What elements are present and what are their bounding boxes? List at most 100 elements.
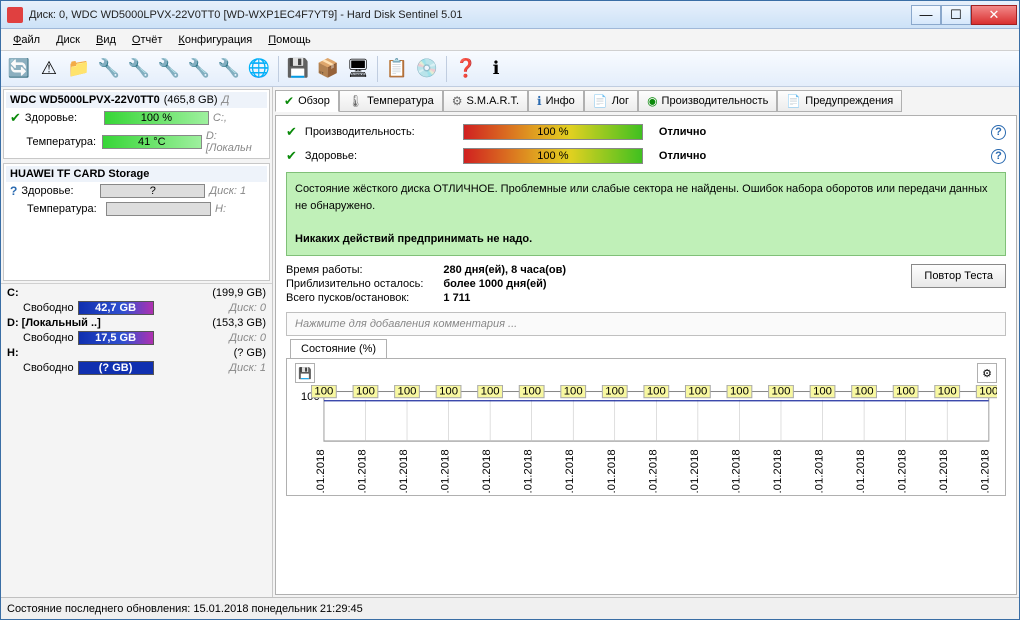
toolbar-button[interactable]: ⚠	[35, 55, 63, 83]
svg-text:100: 100	[439, 386, 458, 398]
app-icon	[7, 7, 23, 23]
toolbar-separator	[278, 56, 279, 82]
tab-температура[interactable]: 🌡Температура	[339, 90, 443, 112]
svg-text:03.01.2018: 03.01.2018	[481, 449, 493, 493]
toolbar-button[interactable]: 🖥	[344, 55, 372, 83]
save-chart-icon[interactable]: 💾	[295, 363, 315, 383]
chart-tab[interactable]: Состояние (%)	[290, 339, 387, 358]
drive-size: (? GB)	[234, 347, 266, 359]
svg-text:100: 100	[896, 386, 915, 398]
svg-text:08.01.2018: 08.01.2018	[689, 449, 701, 493]
toolbar-icon: 🌐	[248, 58, 270, 79]
toolbar-button[interactable]: 🌐	[245, 55, 273, 83]
toolbar-icon: 🔧	[128, 58, 150, 79]
svg-text:01.01.2018: 01.01.2018	[398, 449, 410, 493]
disk1-health-label: Здоровье:	[21, 185, 96, 197]
menu-отчёт[interactable]: Отчёт	[124, 31, 171, 49]
disk1-header: HUAWEI TF CARD Storage	[6, 166, 267, 182]
close-button[interactable]: ✕	[971, 5, 1017, 25]
drive-header[interactable]: D: [Локальный ..](153,3 GB)	[3, 316, 270, 330]
disk1-temp-bar	[106, 202, 211, 216]
main-panel: ✔Обзор🌡Температура⚙S.M.A.R.T.ℹИнфо 📄 Лог ◉П…	[273, 87, 1019, 597]
disk1-health-letter: Диск: 1	[209, 185, 246, 197]
disk0-temp-row: Температура: 41 °C D: [Локальн	[6, 128, 267, 156]
tab-предупреждения[interactable]: 📄Предупреждения	[777, 90, 902, 112]
menu-вид[interactable]: Вид	[88, 31, 124, 49]
tab-обзор[interactable]: ✔Обзор	[275, 90, 339, 112]
minimize-button[interactable]: —	[911, 5, 941, 25]
maximize-button[interactable]: ☐	[941, 5, 971, 25]
disk0-size: (465,8 GB)	[164, 94, 218, 106]
window-buttons: — ☐ ✕	[911, 5, 1017, 25]
svg-text:100: 100	[813, 386, 832, 398]
svg-text:100: 100	[647, 386, 666, 398]
drive-header[interactable]: H:(? GB)	[3, 346, 270, 360]
disk0-panel[interactable]: WDC WD5000LPVX-22V0TT0 (465,8 GB) Д ✔ Зд…	[3, 89, 270, 159]
toolbar-icon: 📋	[386, 58, 408, 79]
toolbar-button[interactable]: 🔧	[125, 55, 153, 83]
svg-text:100: 100	[314, 386, 333, 398]
svg-text:06.01.2018: 06.01.2018	[606, 449, 618, 493]
toolbar-button[interactable]: 📋	[383, 55, 411, 83]
tab-label: Температура	[367, 95, 434, 107]
drive-header[interactable]: C:(199,9 GB)	[3, 286, 270, 300]
comment-input[interactable]: Нажмите для добавления комментария ...	[286, 312, 1006, 336]
help-icon[interactable]: ?	[991, 149, 1006, 164]
repeat-test-button[interactable]: Повтор Теста	[911, 264, 1006, 288]
menu-диск[interactable]: Диск	[48, 31, 88, 49]
tab-s.m.a.r.t.[interactable]: ⚙S.M.A.R.T.	[443, 90, 528, 112]
svg-text:12.01.2018: 12.01.2018	[855, 449, 867, 493]
svg-text:100: 100	[730, 386, 749, 398]
tab-label: Лог	[612, 95, 629, 107]
statusbar-text: Состояние последнего обновления: 15.01.2…	[7, 603, 363, 615]
svg-text:100: 100	[979, 386, 997, 398]
toolbar-button[interactable]: 📦	[314, 55, 342, 83]
question-icon: ?	[10, 184, 17, 198]
chart-config-icon[interactable]: ⚙	[977, 363, 997, 383]
toolbar-button[interactable]: 🔧	[185, 55, 213, 83]
info-values: 280 дня(ей), 8 часа(ов) более 1000 дня(е…	[443, 264, 566, 304]
toolbar-button[interactable]: 🔧	[155, 55, 183, 83]
toolbar-button[interactable]: 🔧	[95, 55, 123, 83]
toolbar-button[interactable]: ℹ	[482, 55, 510, 83]
disk0-temp-label: Температура:	[26, 136, 97, 148]
help-icon[interactable]: ?	[991, 125, 1006, 140]
perf-status: Отлично	[659, 126, 706, 138]
disk0-temp-bar: 41 °C	[102, 135, 202, 149]
info-labels: Время работы: Приблизительно осталось: В…	[286, 264, 423, 304]
drive-free-label: Свободно	[23, 332, 74, 344]
tab-инфо[interactable]: ℹИнфо	[528, 90, 584, 112]
toolbar-button[interactable]: 📁	[65, 55, 93, 83]
disk1-panel[interactable]: HUAWEI TF CARD Storage ? Здоровье: ? Дис…	[3, 163, 270, 281]
tab-label: Предупреждения	[805, 95, 893, 107]
tab-icon: ⚙	[452, 94, 463, 108]
disk0-header: WDC WD5000LPVX-22V0TT0 (465,8 GB) Д	[6, 92, 267, 108]
svg-text:100: 100	[688, 386, 707, 398]
health-row: ✔ Здоровье: 100 % Отлично ?	[286, 148, 1006, 164]
disk0-health-row: ✔ Здоровье: 100 % C:,	[6, 108, 267, 128]
disk1-temp-letter: H:	[215, 203, 226, 215]
health-gauge: 100 %	[463, 148, 643, 164]
menu-файл[interactable]: Файл	[5, 31, 48, 49]
toolbar-button[interactable]: 💾	[284, 55, 312, 83]
menu-конфигурация[interactable]: Конфигурация	[170, 31, 260, 49]
disk1-temp-row: Температура: H:	[6, 200, 267, 218]
menu-помощь[interactable]: Помощь	[260, 31, 319, 49]
svg-text:14.01.2018: 14.01.2018	[938, 449, 950, 493]
drive-free-row: Свободно17,5 GBДиск: 0	[3, 330, 270, 346]
chart-area: 10010001.01.201810001.01.201810001.01.20…	[295, 385, 997, 493]
drives-list: C:(199,9 GB)Свободно42,7 GBДиск: 0D: [Ло…	[1, 283, 272, 597]
tab-производительность[interactable]: ◉Производительность	[638, 90, 777, 112]
svg-text:100: 100	[938, 386, 957, 398]
drive-size: (153,3 GB)	[212, 317, 266, 329]
tab-icon: 📄	[593, 94, 608, 108]
toolbar-button[interactable]: 🔧	[215, 55, 243, 83]
toolbar-button[interactable]: 🔄	[5, 55, 33, 83]
svg-text:07.01.2018: 07.01.2018	[647, 449, 659, 493]
toolbar-button[interactable]: 💿	[413, 55, 441, 83]
toolbar-button[interactable]: ❓	[452, 55, 480, 83]
sidebar: WDC WD5000LPVX-22V0TT0 (465,8 GB) Д ✔ Зд…	[1, 87, 273, 597]
tab-лог[interactable]: 📄 Лог	[584, 90, 638, 112]
toolbar-icon: ℹ	[493, 58, 500, 79]
svg-text:04.01.2018: 04.01.2018	[523, 449, 535, 493]
